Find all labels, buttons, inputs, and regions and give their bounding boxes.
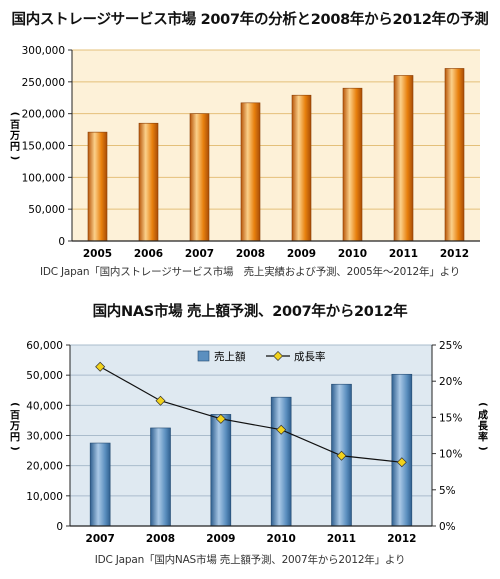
svg-text:万: 万 (9, 130, 20, 142)
bar (189, 113, 210, 242)
bar (150, 427, 171, 527)
svg-text:万: 万 (9, 420, 20, 432)
x-tick-label: 2009 (206, 533, 235, 545)
y-tick-label: 200,000 (22, 109, 65, 121)
y-left-tick-label: 30,000 (26, 431, 63, 443)
chart2-source-note: IDC Japan「国内NAS市場 売上額予測、2007年から2012年」より (94, 554, 406, 566)
growth-rate-line (99, 366, 402, 463)
svg-text:長: 長 (478, 420, 489, 432)
growth-rate-marker (215, 413, 226, 424)
chart1-title: 国内ストレージサービス市場 2007年の分析と2008年から2012年の予測 (11, 12, 489, 28)
x-tick-label: 2008 (236, 248, 265, 260)
x-tick-label: 2008 (146, 533, 175, 545)
growth-rate-marker (155, 395, 166, 406)
y-right-tick-label: 15% (439, 412, 462, 424)
y-tick-label: 100,000 (22, 172, 65, 184)
y-left-tick-label: 50,000 (26, 370, 63, 382)
y-left-tick-label: 10,000 (26, 491, 63, 503)
svg-text:円: 円 (10, 141, 20, 153)
svg-text:成: 成 (478, 408, 488, 421)
growth-rate-marker (95, 361, 106, 372)
x-tick-label: 2007 (185, 248, 214, 260)
bar (89, 442, 111, 527)
x-tick-label: 2007 (86, 533, 115, 545)
x-tick-label: 2011 (327, 533, 356, 545)
svg-text:率: 率 (478, 430, 488, 443)
y-tick-label: 50,000 (28, 204, 65, 216)
y-tick-label: 0 (58, 236, 65, 248)
x-tick-label: 2005 (83, 248, 112, 260)
bar (210, 414, 232, 527)
bar (87, 131, 108, 242)
x-tick-label: 2011 (389, 248, 418, 260)
bar (393, 75, 414, 242)
bar (391, 373, 413, 527)
y-left-axis-title: ( 百万円) (9, 402, 20, 451)
bar (240, 102, 261, 242)
svg-text:): ) (477, 446, 488, 451)
svg-text:(: ( (9, 402, 20, 407)
x-tick-label: 2012 (440, 248, 469, 260)
svg-text:): ) (9, 446, 20, 451)
bar (444, 68, 465, 242)
x-tick-label: 2012 (387, 533, 416, 545)
svg-text:百: 百 (10, 409, 20, 421)
bar (138, 122, 159, 242)
y-right-tick-label: 0% (439, 521, 456, 533)
y-left-tick-label: 60,000 (26, 340, 63, 352)
growth-rate-marker (276, 424, 287, 435)
y-right-tick-label: 20% (439, 376, 462, 388)
legend-bar-swatch (197, 350, 210, 362)
svg-text:): ) (9, 156, 20, 161)
bar (291, 94, 312, 242)
bar (270, 396, 292, 527)
y-tick-label: 150,000 (22, 141, 65, 153)
x-tick-label: 2009 (287, 248, 316, 260)
svg-text:百: 百 (10, 119, 20, 131)
chart2-title: 国内NAS市場 売上額予測、2007年から2012年 (92, 304, 408, 320)
legend-bar-label: 売上額 (214, 350, 246, 363)
growth-rate-marker (396, 457, 407, 468)
bar (342, 87, 363, 242)
y-right-tick-label: 5% (439, 485, 456, 497)
y-right-axis-title: (成長率) (477, 402, 489, 451)
chart1-source-note: IDC Japan「国内ストレージサービス市場 売上実績および予測、2005年〜… (39, 266, 461, 278)
x-tick-label: 2010 (338, 248, 367, 260)
y-left-tick-label: 40,000 (26, 400, 63, 412)
legend-line-label: 成長率 (294, 350, 326, 363)
y-left-tick-label: 20,000 (26, 461, 63, 473)
svg-text:円: 円 (10, 431, 20, 443)
svg-text:(: ( (477, 402, 488, 407)
y-tick-label: 300,000 (22, 45, 65, 57)
x-tick-label: 2010 (267, 533, 296, 545)
x-tick-label: 2006 (134, 248, 163, 260)
y-right-tick-label: 25% (439, 340, 462, 352)
y-left-tick-label: 0 (56, 521, 63, 533)
y-right-tick-label: 10% (439, 449, 462, 461)
legend-marker-swatch (273, 351, 283, 361)
y-tick-label: 250,000 (22, 77, 65, 89)
storage-service-bar-chart: 0 50,000 100,000 150,000 200,000 250,000 300,0… (9, 45, 480, 260)
svg-text:(: ( (9, 112, 20, 117)
growth-rate-marker (336, 450, 347, 461)
y-axis-title: ( 百万円) (9, 112, 20, 161)
nas-market-combo-chart: 0 10,000 20,000 30,000 40,000 50,000 60,000 0% 5… (9, 340, 489, 545)
